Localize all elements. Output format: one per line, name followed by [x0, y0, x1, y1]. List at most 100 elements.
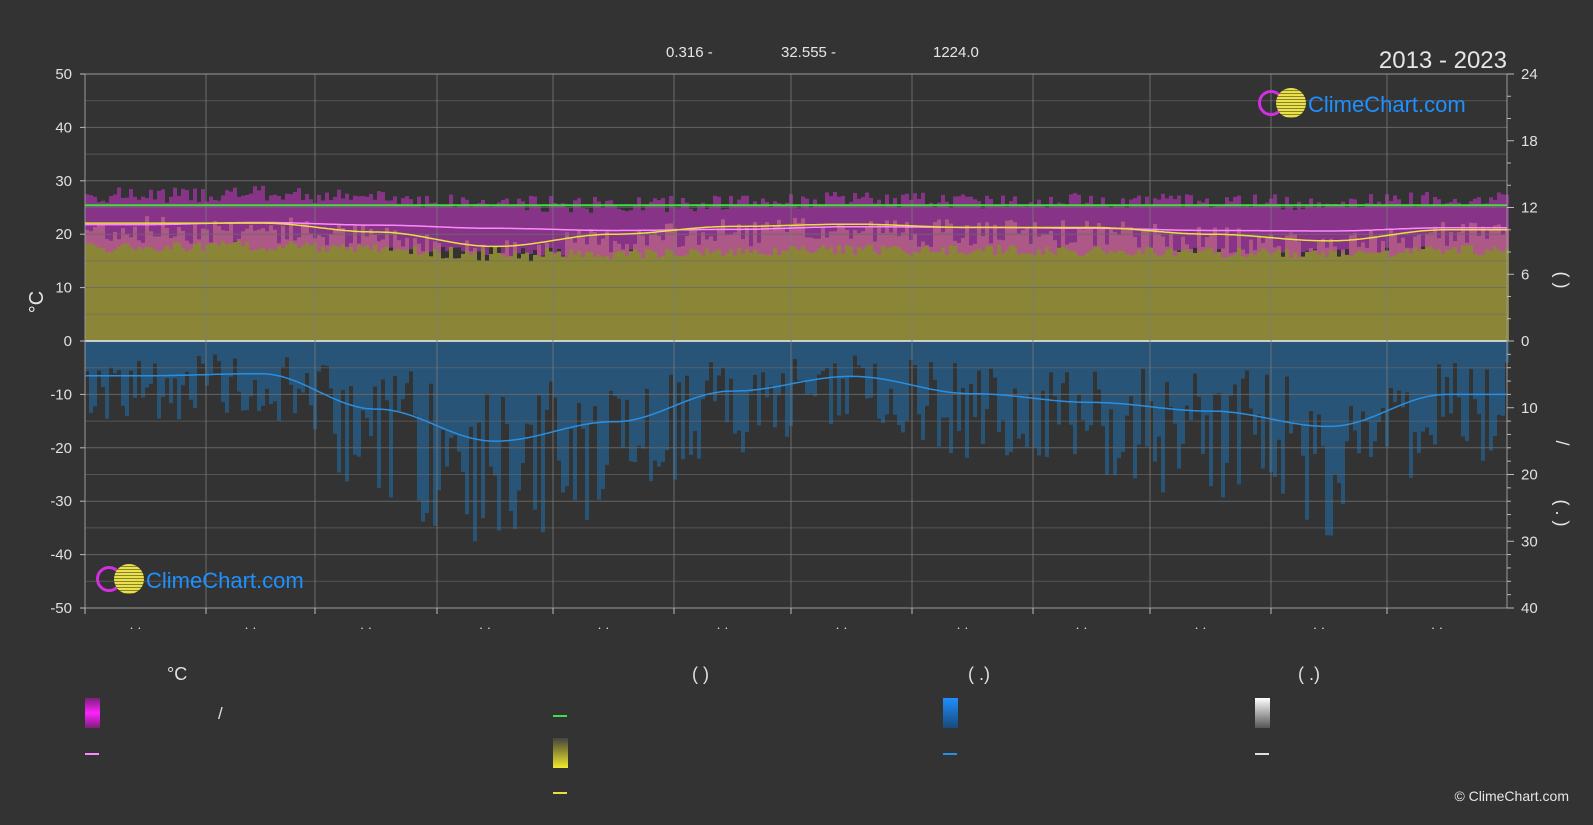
sunshine-bar — [685, 235, 689, 341]
sunshine-bar — [505, 240, 509, 341]
sunshine-bar — [417, 243, 421, 341]
right-axis-label-lower-units: ( . ) — [1552, 500, 1572, 527]
precipitation-bar — [277, 341, 281, 421]
temperature-bar — [801, 196, 805, 247]
precipitation-bar — [1001, 341, 1005, 421]
precipitation-bar — [1073, 341, 1077, 455]
temperature-bar — [1341, 201, 1345, 254]
sunshine-bar — [389, 250, 393, 341]
temperature-bar — [1309, 198, 1313, 253]
sunshine-bar — [1105, 244, 1109, 341]
precipitation-bar — [841, 341, 845, 379]
sunshine-bar — [865, 226, 869, 341]
x-tick-label: · · — [1313, 620, 1325, 635]
temperature-bar — [681, 197, 685, 257]
precipitation-bar — [1145, 341, 1149, 447]
sunshine-bar — [1493, 225, 1497, 341]
sunshine-bar — [293, 240, 297, 341]
sunshine-bar — [585, 244, 589, 341]
precipitation-bar — [549, 341, 553, 382]
temperature-bar — [1225, 197, 1229, 258]
sunshine-bar — [213, 220, 217, 341]
sunshine-bar — [637, 230, 641, 341]
precipitation-bar — [437, 341, 441, 491]
sunshine-bar — [285, 239, 289, 341]
temperature-bar — [1157, 199, 1161, 257]
temperature-bar — [1097, 205, 1101, 247]
precipitation-bar — [365, 341, 369, 419]
precipitation-bar — [873, 341, 877, 364]
precipitation-bar — [1481, 341, 1485, 461]
sunshine-bar — [853, 230, 857, 341]
sunshine-bar — [933, 222, 937, 341]
precipitation-bar — [693, 341, 697, 431]
precipitation-bar — [965, 341, 969, 458]
sunshine-bar — [825, 237, 829, 341]
temperature-bar — [341, 198, 345, 245]
temperature-bar — [673, 207, 677, 255]
sunshine-bar — [1465, 242, 1469, 341]
precipitation-bar — [397, 341, 401, 412]
temperature-bar — [1025, 206, 1029, 254]
precipitation-bar — [637, 341, 641, 446]
sunshine-bar — [1285, 235, 1289, 341]
sunshine-bar — [677, 247, 681, 341]
sunshine-bar — [1081, 229, 1085, 341]
sunshine-bar — [541, 256, 545, 341]
legend-snow-title: ( .) — [1298, 664, 1320, 684]
sunshine-bar — [1353, 233, 1357, 341]
sunshine-bar — [593, 232, 597, 341]
precipitation-bar — [1029, 341, 1033, 394]
precipitation-bar — [1377, 341, 1381, 423]
temperature-bar — [577, 198, 581, 251]
x-tick-label: · · — [360, 620, 372, 635]
sunshine-bar — [297, 237, 301, 341]
precipitation-bar — [597, 341, 601, 500]
temperature-bar — [1185, 194, 1189, 250]
sunshine-bar — [1133, 236, 1137, 341]
sunshine-bar — [561, 256, 565, 341]
sunshine-bar — [513, 242, 517, 341]
temperature-bar — [1149, 205, 1153, 248]
temperature-bar — [1089, 195, 1093, 251]
sunshine-bar — [689, 228, 693, 341]
sunshine-bar — [529, 261, 533, 341]
temperature-bar — [297, 188, 301, 248]
precipitation-bar — [1261, 341, 1265, 469]
precipitation-bar — [797, 341, 801, 381]
sunshine-bar — [1061, 220, 1065, 341]
temperature-bar — [325, 192, 329, 252]
temperature-bar — [337, 189, 341, 248]
temperature-bar — [253, 186, 257, 251]
temperature-bar — [1445, 203, 1449, 251]
precipitation-bar — [697, 341, 701, 459]
temperature-bar — [809, 207, 813, 254]
precipitation-bar — [869, 341, 873, 398]
precipitation-bar — [1169, 341, 1173, 407]
temperature-bar — [1461, 205, 1465, 246]
precipitation-bar — [925, 341, 929, 406]
x-tick-label: · · — [956, 620, 968, 635]
sunshine-bar — [1325, 247, 1329, 341]
sunshine-bar — [1201, 246, 1205, 341]
sunshine-bar — [1089, 228, 1093, 341]
precipitation-bar — [1413, 341, 1417, 433]
sunshine-bar — [1469, 222, 1473, 341]
sunshine-bar — [517, 258, 521, 341]
sunshine-bar — [93, 226, 97, 341]
sunshine-bar — [1397, 242, 1401, 341]
sunshine-bar — [1357, 246, 1361, 341]
sunshine-bar — [1165, 246, 1169, 341]
precipitation-bar — [1093, 341, 1097, 372]
precipitation-bar — [1249, 341, 1253, 409]
temperature-bar — [529, 195, 533, 255]
temperature-bar — [237, 196, 241, 242]
precipitation-bar — [1197, 341, 1201, 397]
temperature-bar — [1197, 200, 1201, 252]
sunshine-bar — [1289, 232, 1293, 341]
temperature-bar — [1277, 204, 1281, 250]
sunshine-bar — [1029, 244, 1033, 341]
precipitation-bar — [941, 341, 945, 418]
precipitation-bar — [817, 341, 821, 375]
precipitation-bar — [1061, 341, 1065, 384]
